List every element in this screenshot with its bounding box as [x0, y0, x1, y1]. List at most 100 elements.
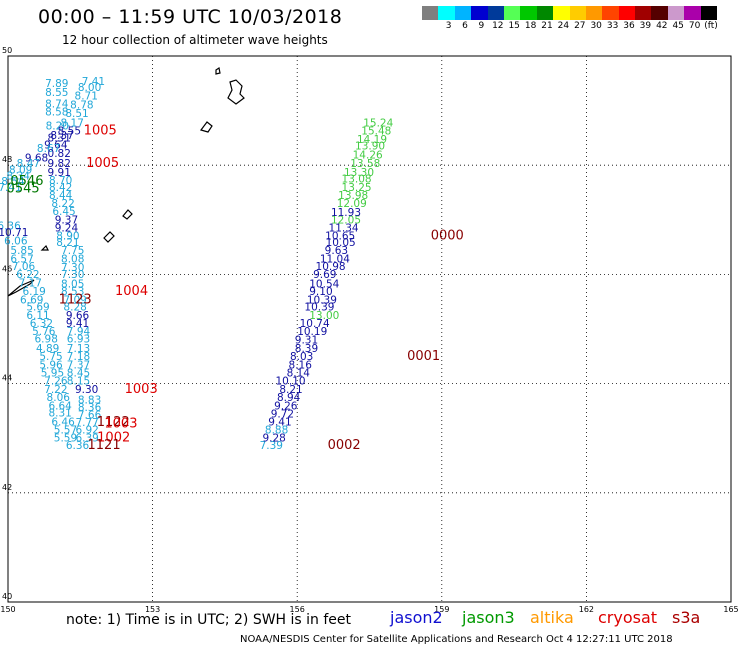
colorbar-label: 45 — [672, 21, 684, 31]
swh-value-label: 8.03 — [290, 351, 313, 363]
colorbar-label: 33 — [606, 21, 619, 31]
swh-value-label: 8.05 — [61, 279, 84, 291]
data-points: 7.89 7.418.008.55 8.718.74 8.788.588.518.17… — [0, 76, 464, 453]
colorbar-label: 36 — [623, 21, 635, 31]
swh-value-label: 8.28 — [63, 301, 86, 313]
swh-value-label: 8.74 — [45, 98, 69, 110]
swh-value-label: 4.89 — [36, 343, 59, 355]
swh-value-label: 8.17 — [61, 117, 84, 129]
y-tick-label: 48 — [2, 155, 12, 164]
legend-jason2: jason2 — [390, 608, 443, 627]
colorbar-swatch — [471, 6, 488, 20]
swh-value-label: 8.06 — [47, 392, 71, 404]
swh-value-label: 13.90 — [355, 140, 385, 152]
colorbar-swatch — [503, 6, 521, 20]
swh-value-label: 9.68 — [25, 152, 48, 164]
swh-value-label: 6.32 — [30, 318, 53, 330]
colorbar — [422, 6, 718, 20]
swh-value-label: 8.08 — [61, 253, 84, 265]
swh-value-label: 5.57 — [54, 424, 77, 436]
time-label: 0002 — [328, 438, 361, 453]
swh-value-label: 13.30 — [344, 167, 374, 179]
swh-value-label: 5.85 — [10, 245, 33, 257]
swh-value-label: 10.10 — [276, 376, 306, 388]
swh-value-label: 8.09 — [9, 164, 32, 176]
swh-value-label: 13.98 — [338, 190, 368, 202]
swh-value-label: 6.45 — [52, 206, 75, 218]
x-tick-label: 162 — [579, 605, 594, 614]
swh-value-label: 7.94 — [67, 326, 91, 338]
colorbar-swatch — [602, 6, 619, 20]
colorbar-label: 30 — [590, 21, 602, 31]
swh-value-label: 8.54 — [1, 176, 25, 188]
swh-value-label: 9.41 — [268, 417, 291, 429]
time-label: 1002 — [97, 430, 130, 445]
swh-value-label: 6.39 — [75, 432, 98, 444]
swh-value-label: 7.30 — [61, 262, 84, 274]
colorbar-swatch — [700, 6, 718, 20]
colorbar-swatch — [667, 6, 685, 20]
swh-value-label: 10.65 — [325, 230, 355, 242]
colorbar-swatch — [569, 6, 586, 20]
colorbar-label: 18 — [524, 21, 537, 31]
swh-value-label: 10.05 — [326, 237, 356, 249]
grid — [8, 56, 731, 602]
swh-value-label: 6.46 — [51, 417, 75, 429]
swh-value-label: 8.00 — [78, 82, 101, 94]
swh-value-label: 8.71 — [75, 91, 98, 103]
swh-value-label: 12.09 — [337, 198, 367, 210]
swh-value-label: 5.59 — [54, 432, 77, 444]
swh-value-label: 10.98 — [316, 261, 346, 273]
swh-value-label: 6.98 — [35, 334, 58, 346]
swh-value-label: 6.64 — [48, 400, 72, 412]
tick-labels: 150 153 156 159 162 165 40 42 44 46 48 50 — [0, 46, 738, 614]
swh-value-label: 8.31 — [48, 407, 71, 419]
x-tick-label: 165 — [723, 605, 738, 614]
swh-value-label: 8.31 — [48, 133, 71, 145]
swh-value-label: 8.55 — [58, 126, 81, 138]
colorbar-label: 21 — [541, 21, 553, 31]
swh-value-label: 11.04 — [320, 253, 350, 265]
swh-value-label: 13.00 — [309, 310, 339, 322]
time-label: 1123 — [59, 292, 92, 307]
y-tick-label: 42 — [2, 483, 12, 492]
note-text: note: 1) Time is in UTC; 2) SWH is in fe… — [66, 612, 352, 628]
colorbar-labels: 3 6 9 12 15 18 21 24 27 30 33 36 39 42 45 70 (ft) — [422, 21, 734, 35]
swh-value-label: 8.20 — [46, 121, 69, 133]
swh-value-label: 13.58 — [350, 158, 380, 170]
colorbar-label: 9 — [478, 21, 485, 31]
swh-value-label: 15.24 — [363, 117, 393, 129]
y-tick-label: 44 — [2, 374, 12, 383]
colorbar-swatch — [454, 6, 472, 20]
swh-value-label: 7.09 — [63, 294, 86, 306]
swh-value-label: 8.88 — [265, 424, 288, 436]
time-label: 1005 — [84, 124, 117, 139]
swh-value-label: 5.95 — [41, 368, 64, 380]
swh-value-label: 8.22 — [51, 198, 74, 210]
swh-value-label: 6.57 — [10, 253, 33, 265]
time-label: 1003 — [104, 416, 137, 431]
colorbar-label: 70 — [688, 21, 701, 31]
time-label: 1121 — [88, 438, 121, 453]
swh-value-label: 6.92 — [75, 424, 98, 436]
colorbar-swatch — [487, 6, 504, 20]
swh-value-label: 13.08 — [342, 174, 372, 186]
swh-value-label: 6.69 — [20, 294, 43, 306]
swh-value-label: 8.36 — [78, 402, 102, 414]
swh-value-label: 5.96 — [39, 359, 63, 371]
swh-value-label: 6.93 — [67, 334, 90, 346]
colorbar-swatch — [553, 6, 570, 20]
swh-value-label: 8.21 — [279, 384, 302, 396]
colorbar-label: 27 — [574, 21, 586, 31]
swh-value-label: 9.69 — [313, 269, 336, 281]
time-label: 1005 — [86, 156, 119, 171]
plot-frame — [7, 55, 732, 603]
swh-value-label: 8.51 — [65, 108, 88, 120]
swh-value-label: 9.64 — [44, 139, 68, 151]
swh-value-label: 7.17 — [19, 277, 42, 289]
swh-value-label: 7.66 — [78, 410, 102, 422]
swh-value-label: 7.22 — [44, 384, 67, 396]
swh-value-label: 8.34 — [7, 170, 31, 182]
credit-line: NOAA/NESDIS Center for Satellite Applica… — [240, 634, 673, 645]
swh-value-label: 9.82 — [48, 158, 71, 170]
